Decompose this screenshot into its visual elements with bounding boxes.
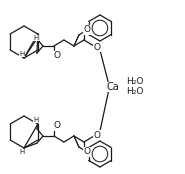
Text: O: O [53, 52, 60, 61]
Text: H: H [33, 117, 38, 123]
Text: O: O [83, 26, 90, 34]
Text: H: H [19, 149, 25, 155]
Text: O: O [93, 130, 100, 140]
Text: Ca: Ca [107, 82, 119, 92]
Text: O: O [93, 42, 100, 52]
Text: O: O [53, 121, 60, 130]
Text: H: H [19, 51, 25, 57]
Text: H₂O: H₂O [126, 77, 144, 86]
Text: H: H [33, 35, 38, 41]
Text: O: O [83, 148, 90, 156]
Text: H₂O: H₂O [126, 86, 144, 96]
